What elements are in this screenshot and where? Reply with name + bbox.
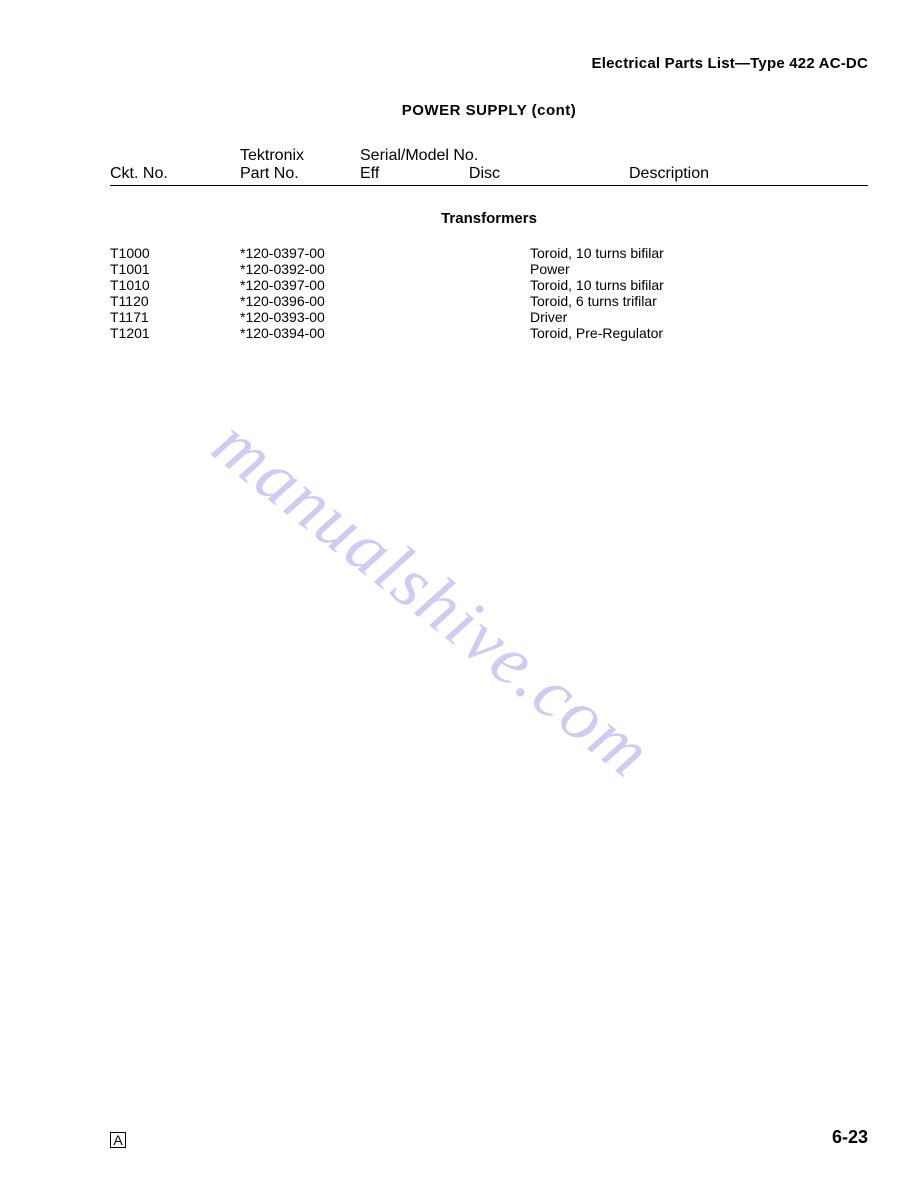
cell-serial — [360, 325, 530, 341]
cell-part: *120-0392-00 — [240, 261, 360, 277]
cell-ckt: T1171 — [110, 309, 240, 325]
col-header-part-top: Tektronix — [240, 147, 360, 165]
cell-desc: Toroid, 10 turns bifilar — [530, 245, 868, 261]
subsection-title: Transformers — [110, 210, 868, 227]
watermark: manualshive.com — [197, 402, 667, 795]
col-header-serial-eff: Eff — [360, 165, 379, 183]
col-header-desc: Description — [530, 165, 808, 183]
cell-ckt: T1201 — [110, 325, 240, 341]
page-number: 6-23 — [832, 1127, 868, 1148]
doc-title: Electrical Parts List—Type 422 AC-DC — [110, 55, 868, 72]
footer: A 6-23 — [110, 1127, 868, 1148]
cell-ckt: T1010 — [110, 277, 240, 293]
cell-part: *120-0397-00 — [240, 245, 360, 261]
cell-part: *120-0397-00 — [240, 277, 360, 293]
table-header-row: Ckt. No. Tektronix Part No. Serial/Model… — [110, 147, 868, 186]
cell-part: *120-0396-00 — [240, 293, 360, 309]
cell-ckt: T1000 — [110, 245, 240, 261]
cell-serial — [360, 261, 530, 277]
cell-part: *120-0394-00 — [240, 325, 360, 341]
section-title: POWER SUPPLY (cont) — [110, 102, 868, 119]
col-header-ckt: Ckt. No. — [110, 165, 240, 183]
cell-desc: Toroid, Pre-Regulator — [530, 325, 868, 341]
table-row: T1171*120-0393-00 Driver — [110, 309, 868, 325]
page: Electrical Parts List—Type 422 AC-DC POW… — [0, 0, 918, 1188]
table-body: T1000*120-0397-00 Toroid, 10 turns bifila… — [110, 245, 868, 342]
cell-desc: Toroid, 10 turns bifilar — [530, 277, 868, 293]
table-row: T1120*120-0396-00 Toroid, 6 turns trifila… — [110, 293, 868, 309]
cell-part: *120-0393-00 — [240, 309, 360, 325]
cell-ckt: T1120 — [110, 293, 240, 309]
col-header-part-bottom: Part No. — [240, 165, 360, 183]
cell-desc: Power — [530, 261, 868, 277]
cell-desc: Driver — [530, 309, 868, 325]
cell-serial — [360, 277, 530, 293]
col-header-serial-top: Serial/Model No. — [360, 147, 530, 165]
cell-desc: Toroid, 6 turns trifilar — [530, 293, 868, 309]
table-row: T1000*120-0397-00 Toroid, 10 turns bifila… — [110, 245, 868, 261]
cell-serial — [360, 293, 530, 309]
footer-left-mark: A — [110, 1132, 126, 1148]
table-row: T1010*120-0397-00 Toroid, 10 turns bifila… — [110, 277, 868, 293]
table-row: T1001*120-0392-00 Power — [110, 261, 868, 277]
cell-serial — [360, 309, 530, 325]
cell-serial — [360, 245, 530, 261]
col-header-serial-disc: Disc — [469, 165, 500, 183]
table-row: T1201*120-0394-00 Toroid, Pre-Regulator — [110, 325, 868, 341]
cell-ckt: T1001 — [110, 261, 240, 277]
